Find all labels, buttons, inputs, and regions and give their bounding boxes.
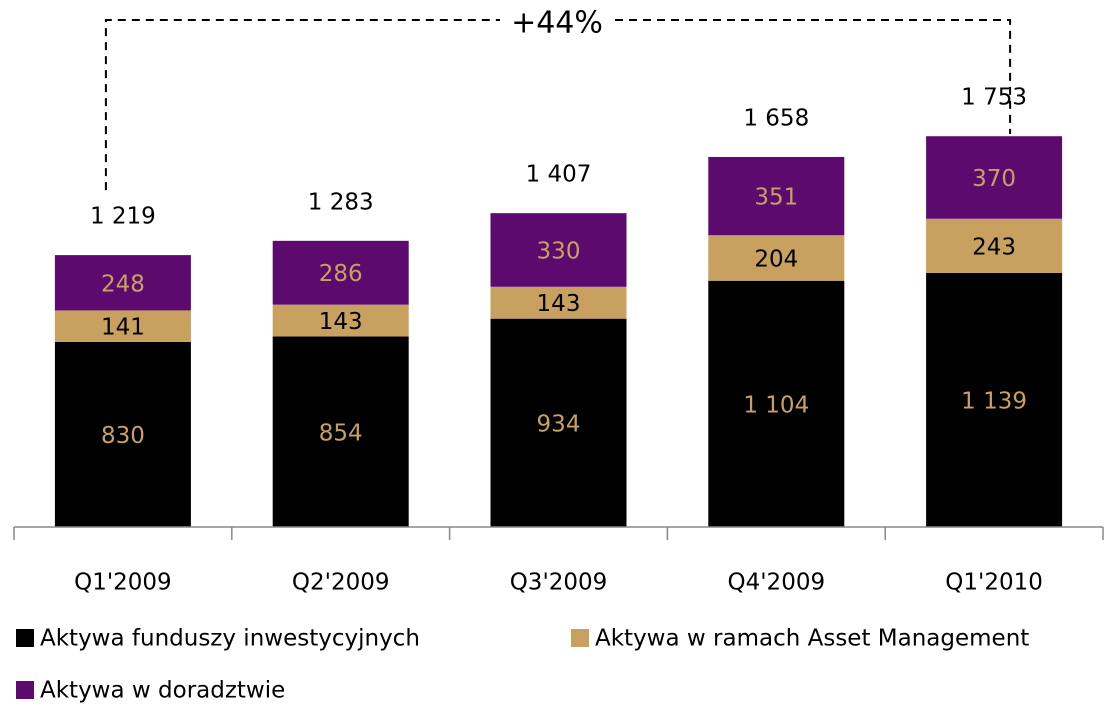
bar-segment [708,280,845,527]
legend-swatch [16,681,34,699]
legend-label: Aktywa w doradztwie [40,678,285,704]
x-tick-label: Q4'2009 [728,570,826,596]
data-label: 248 [101,271,145,297]
x-tick-label: Q1'2010 [945,570,1043,596]
data-label: 830 [101,423,145,449]
legend-label: Aktywa w ramach Asset Management [595,626,1029,652]
data-label: 286 [319,261,363,287]
bar-segment [490,318,627,527]
total-label: 1 283 [308,189,374,215]
legend-swatch [571,629,589,647]
total-label: 1 658 [743,106,809,132]
data-label: 143 [537,291,581,317]
bar-segment [926,136,1063,219]
legend-swatch [16,629,34,647]
annotation: +44% [511,6,603,41]
bar-segment [490,286,627,319]
bracket [104,19,1012,191]
data-label: 1 104 [743,392,809,418]
bar-segment [926,218,1063,273]
legend-label: Aktywa funduszy inwestycyjnych [40,626,420,652]
data-label: 370 [972,166,1016,192]
x-tick-label: Q2'2009 [292,570,390,596]
data-label: 143 [319,309,363,335]
x-tick-label: Q3'2009 [510,570,608,596]
total-label: 1 407 [526,162,592,188]
bar-segment [54,310,191,342]
bar-segment [708,235,845,281]
data-label: 1 139 [961,388,1027,414]
data-label: 854 [319,420,363,446]
bar-segment [272,240,409,305]
bar-segment [54,341,191,527]
bar-segment [926,272,1063,527]
x-tick-label: Q1'2009 [74,570,172,596]
data-label: 330 [537,238,581,264]
total-label: 1 753 [961,85,1027,111]
bar-segment [54,255,191,311]
bar-segment [490,213,627,287]
data-label: 141 [101,315,145,341]
data-label: 351 [754,185,798,211]
data-label: 243 [972,234,1016,260]
data-label: 204 [754,247,798,273]
total-label: 1 219 [90,204,156,230]
bar-segment [272,304,409,337]
bar-segment [708,156,845,236]
bar-segment [272,336,409,527]
data-label: 934 [537,411,581,437]
